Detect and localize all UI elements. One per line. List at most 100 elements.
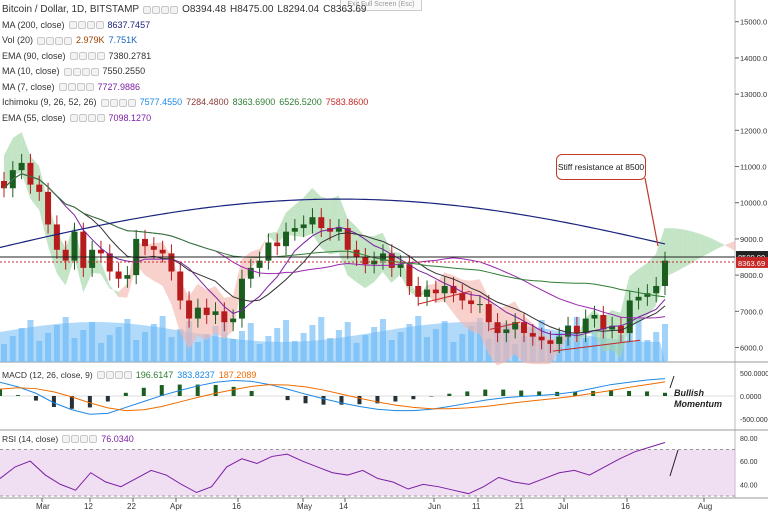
candle-body xyxy=(106,253,113,272)
ichimoku-cloud xyxy=(259,233,269,257)
indicator-label: MA (200, close) xyxy=(2,19,65,30)
candle-body xyxy=(124,275,131,279)
candle-body xyxy=(265,242,272,261)
rsi-controls[interactable] xyxy=(62,435,98,443)
macd-histogram-bar xyxy=(447,393,452,396)
indicator-value: 7577.4550 xyxy=(139,97,183,108)
candle-body xyxy=(538,336,545,341)
indicator-value: 7284.4800 xyxy=(186,97,229,108)
candle-body xyxy=(468,300,475,305)
indicator-controls[interactable] xyxy=(58,83,94,92)
indicator-value: 7727.9886 xyxy=(97,81,141,92)
candle-body xyxy=(653,285,660,294)
time-tick-label: Apr xyxy=(170,502,183,511)
ichimoku-cloud xyxy=(250,248,260,270)
macd-histogram-bar xyxy=(51,396,56,407)
symbol-controls[interactable] xyxy=(143,5,179,14)
macd-controls[interactable] xyxy=(96,371,132,379)
ichimoku-cloud xyxy=(426,283,436,304)
candle-body xyxy=(335,228,342,232)
candle-body xyxy=(565,325,572,337)
indicator-row[interactable]: MA (7, close) 7727.9886 xyxy=(2,80,368,96)
macd-histogram-bar xyxy=(105,396,110,402)
indicator-controls[interactable] xyxy=(69,114,105,123)
macd-histogram-bar xyxy=(123,392,128,396)
indicator-row[interactable]: Ichimoku (9, 26, 52, 26) 7577.4550 7284.48… xyxy=(2,95,368,111)
momentum-arrow xyxy=(669,375,675,389)
symbol-title: Bitcoin / Dollar, 1D, BITSTAMP xyxy=(2,4,140,16)
indicator-controls[interactable] xyxy=(68,21,104,30)
candle-body xyxy=(485,304,492,323)
indicator-value: 7098.1270 xyxy=(108,112,152,123)
indicator-value: 6526.5200 xyxy=(279,97,322,108)
price-tick-label: 13000.0 xyxy=(740,90,767,99)
indicator-value: 7550.2550 xyxy=(102,66,146,77)
macd-tick-label: 500.0000 xyxy=(740,371,768,378)
trend-line xyxy=(552,339,641,352)
candle-body xyxy=(415,285,422,297)
ichimoku-cloud xyxy=(690,231,700,264)
candle-body xyxy=(36,184,43,192)
macd-histogram-bar xyxy=(0,389,2,396)
indicator-controls[interactable] xyxy=(100,98,136,107)
candle-body xyxy=(203,307,210,315)
indicator-controls[interactable] xyxy=(63,67,99,76)
volume-bar xyxy=(318,317,325,362)
time-tick-label: 21 xyxy=(515,502,524,511)
price-tick-label: 14000.0 xyxy=(740,54,767,63)
indicator-value: 7380.2781 xyxy=(108,50,152,61)
ichimoku-cloud xyxy=(506,301,515,362)
indicator-label: Vol (20) xyxy=(2,35,34,46)
indicator-label: Ichimoku (9, 26, 52, 26) xyxy=(2,97,97,108)
candle-body xyxy=(344,228,351,250)
macd-tick-label: -500.0000 xyxy=(740,417,768,424)
candle-body xyxy=(309,217,316,225)
candle-body xyxy=(1,181,7,189)
macd-histogram-bar xyxy=(195,384,200,396)
indicator-row[interactable]: MA (200, close) 8637.7457 xyxy=(2,18,368,34)
ichimoku-cloud xyxy=(708,237,718,254)
candle-body xyxy=(617,325,624,334)
price-tick-label: 12000.0 xyxy=(740,126,767,135)
rsi-tick-label: 60.00 xyxy=(740,459,758,466)
candle-body xyxy=(450,285,457,294)
indicator-controls[interactable] xyxy=(37,36,73,45)
indicator-row[interactable]: Vol (20) 2.979K 7.751K xyxy=(2,33,368,49)
macd-histogram-bar xyxy=(573,391,578,396)
price-tick-label: 10000.0 xyxy=(740,199,767,208)
macd-histogram-bar xyxy=(231,386,236,396)
resistance-callout: Stiff resistance at 8500 xyxy=(556,154,646,180)
macd-histogram-bar xyxy=(393,396,398,402)
ichimoku-cloud xyxy=(726,240,735,251)
ichimoku-cloud xyxy=(100,261,110,289)
macd-histogram-bar xyxy=(465,391,470,396)
candle-body xyxy=(573,325,580,334)
candle-body xyxy=(318,217,325,229)
high-value: H8475.00 xyxy=(230,4,274,16)
macd-histogram-bar xyxy=(321,396,326,405)
candle-body xyxy=(371,260,378,265)
ichimoku-cloud xyxy=(268,231,278,245)
macd-histogram-bar xyxy=(33,396,38,401)
ichimoku-cloud xyxy=(303,187,313,237)
exit-fullscreen-hint[interactable]: Exit Full Screen (Esc) xyxy=(340,0,422,11)
candle-body xyxy=(362,257,369,265)
indicator-row[interactable]: EMA (90, close) 7380.2781 xyxy=(2,49,368,65)
macd-histogram-bar xyxy=(87,396,92,408)
indicator-row[interactable]: EMA (55, close) 7098.1270 xyxy=(2,111,368,127)
macd-histogram-bar xyxy=(69,396,74,409)
rsi-legend: RSI (14, close) 76.0340 xyxy=(2,434,134,444)
macd-value-2: 187.2089 xyxy=(218,370,257,380)
ichimoku-cloud xyxy=(611,310,621,359)
ichimoku-cloud xyxy=(514,301,524,363)
trend-line xyxy=(417,290,471,305)
indicator-controls[interactable] xyxy=(69,52,105,61)
indicator-label: EMA (55, close) xyxy=(2,112,66,123)
candle-body xyxy=(212,311,219,315)
macd-value-0: 196.6147 xyxy=(135,370,174,380)
candle-body xyxy=(115,271,122,279)
indicator-row[interactable]: MA (10, close) 7550.2550 xyxy=(2,64,368,80)
ichimoku-cloud xyxy=(567,331,577,344)
indicator-value: 8363.6900 xyxy=(232,97,276,108)
